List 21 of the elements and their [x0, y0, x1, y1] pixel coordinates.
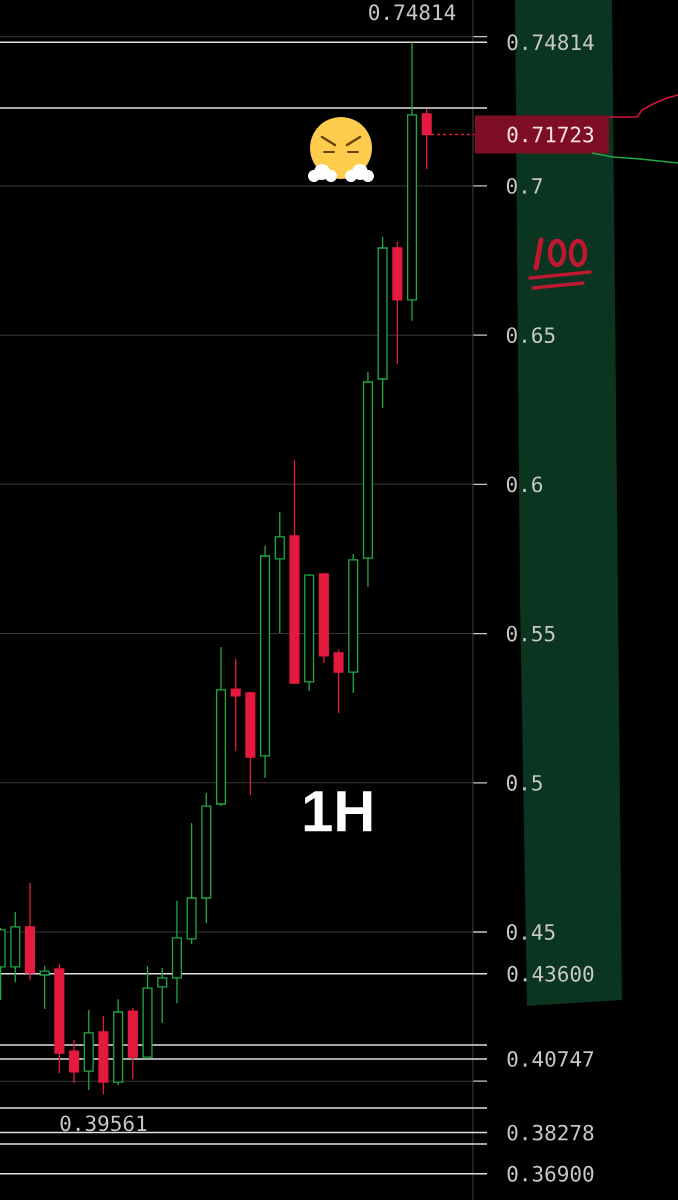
ref-line-label: 0.43600 [507, 965, 594, 982]
ref-line-label: 0.36900 [507, 1165, 594, 1182]
ref-line-label: 0.38278 [507, 1124, 594, 1141]
ref-line-label: 0.71723 [507, 126, 594, 143]
candlestick [69, 1039, 80, 1084]
y-tick-label: 0.6 [506, 476, 543, 493]
candlestick [333, 648, 344, 714]
ref-line-label: 0.40747 [507, 1050, 594, 1067]
y-tick-label: 0.5 [506, 774, 542, 791]
candlestick [39, 965, 50, 1010]
candlestick [230, 658, 241, 752]
y-tick-label: 0.65 [506, 327, 555, 344]
y-tick-label: 0.7 [506, 177, 542, 194]
annotation: 0.39561 [60, 1115, 147, 1132]
candlestick [274, 511, 285, 634]
ref-line-label: 0.74814 [507, 34, 594, 51]
y-tick-label: 0.45 [506, 924, 555, 940]
annotation: 1H [304, 791, 372, 832]
y-tick-label: 0.55 [506, 625, 555, 642]
annotation: 0.74814 [369, 4, 456, 21]
candlestick [157, 967, 168, 1024]
